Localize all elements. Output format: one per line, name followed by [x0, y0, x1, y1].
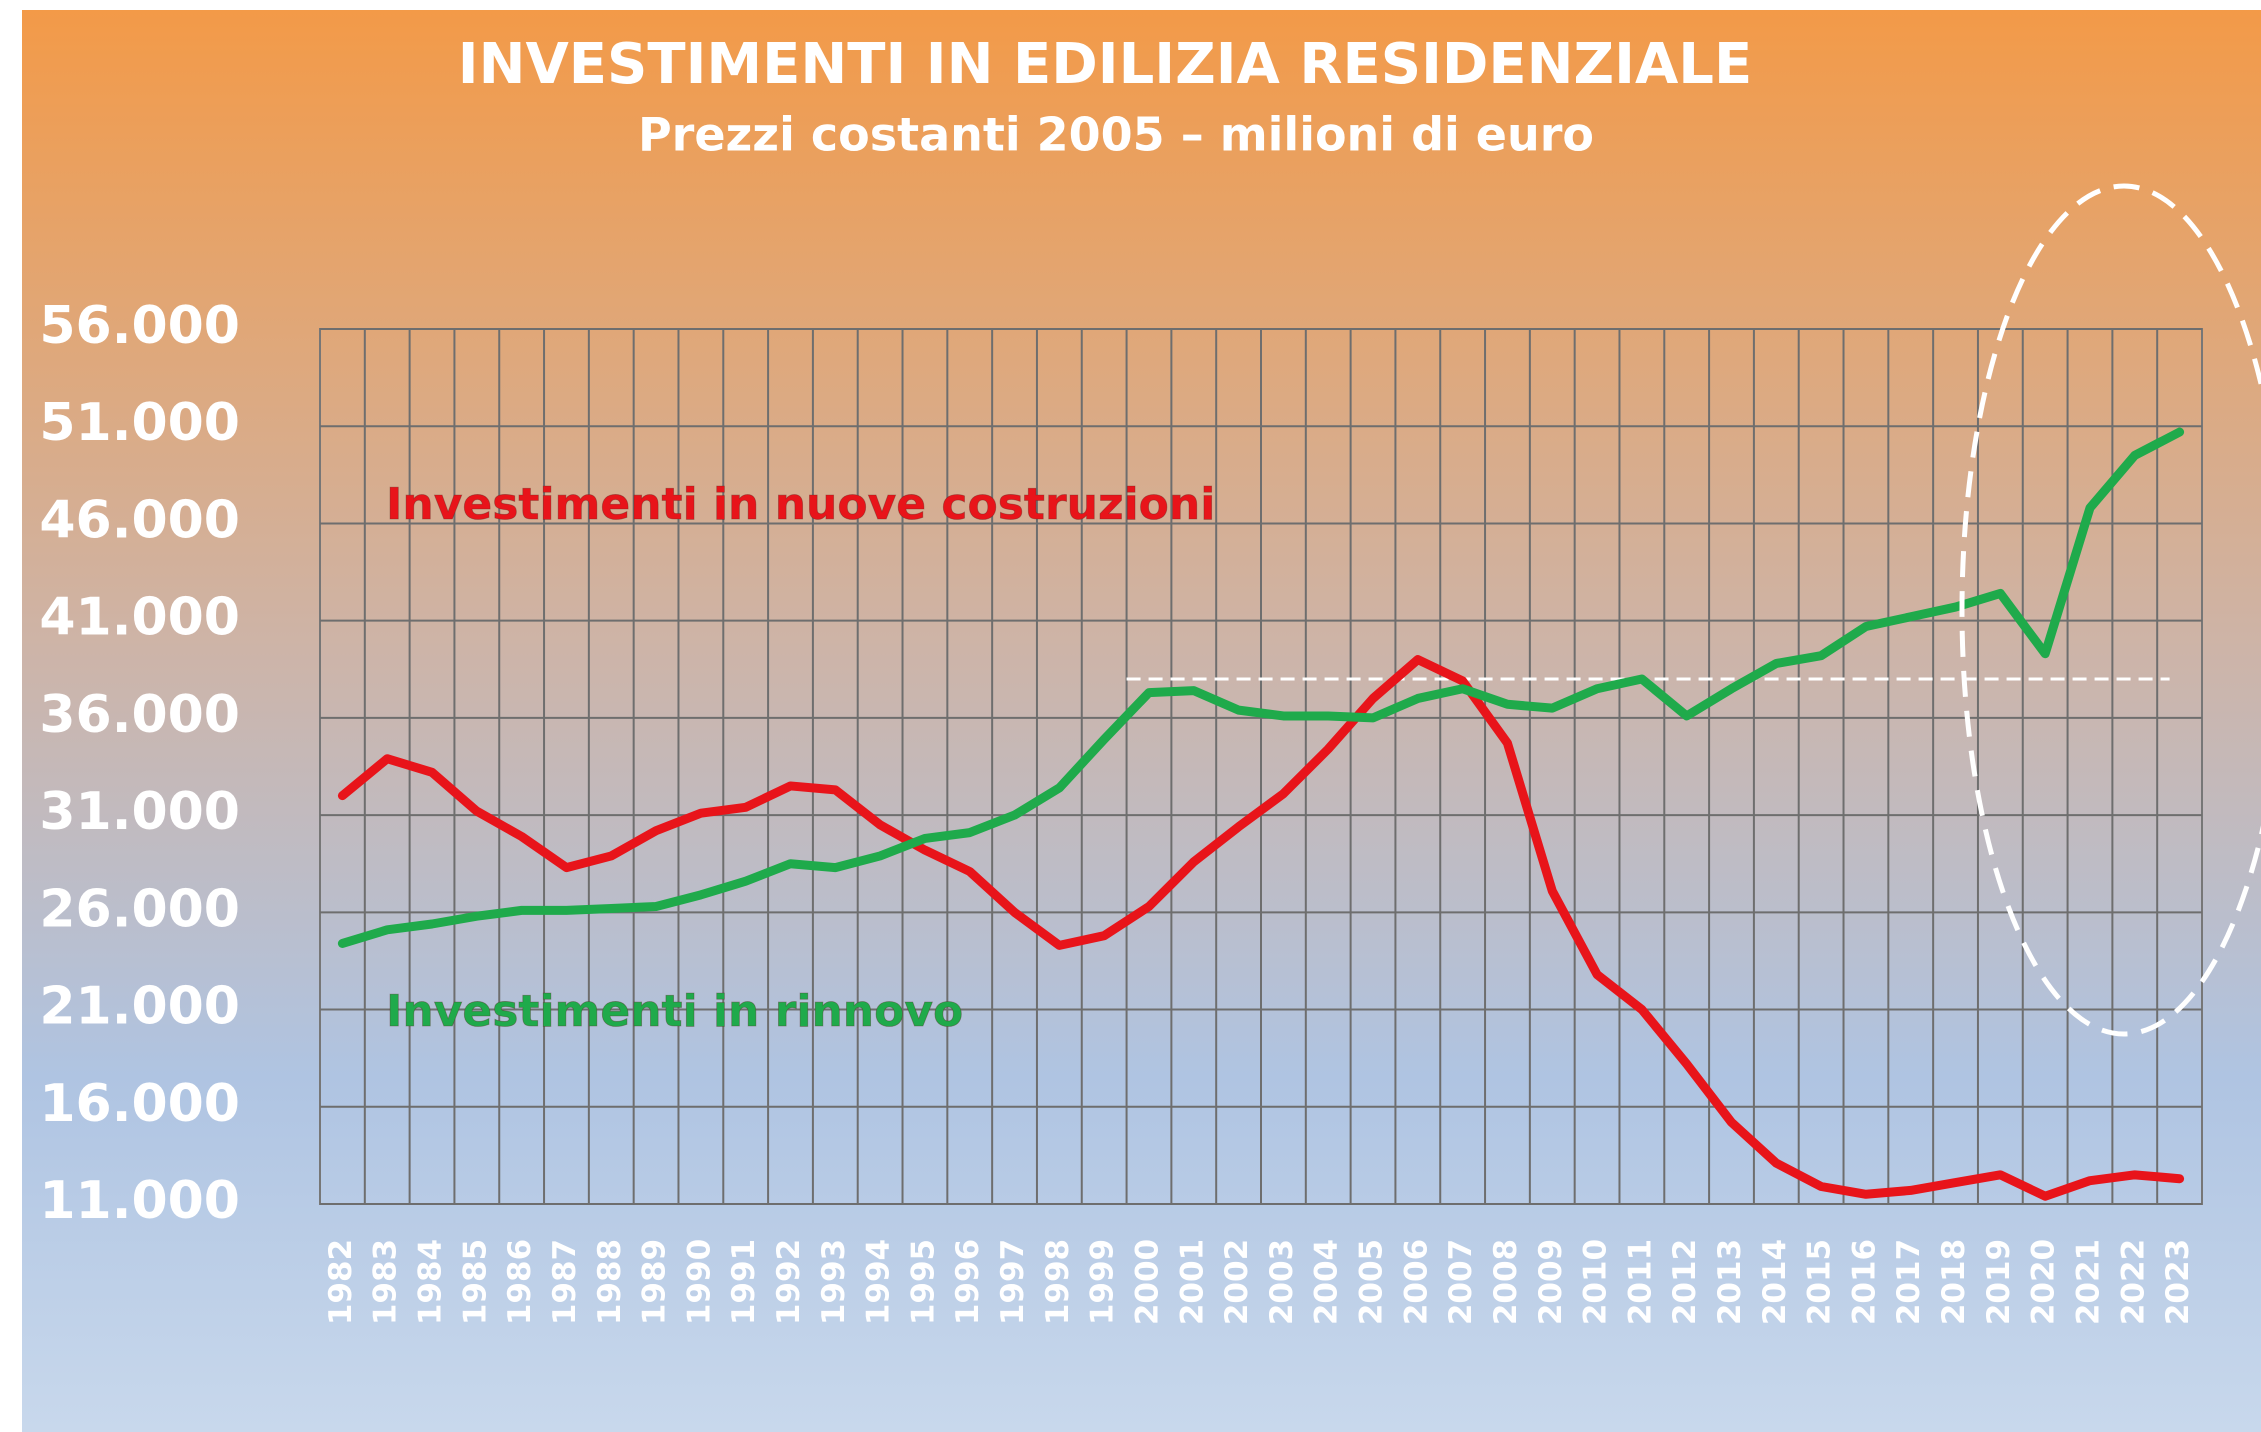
x-tick-label: 1991	[726, 1239, 762, 1325]
y-tick-label: 26.000	[39, 879, 240, 939]
x-tick-label: 2010	[1578, 1239, 1614, 1325]
x-tick-label: 1989	[637, 1239, 673, 1325]
x-tick-label: 2004	[1309, 1239, 1345, 1325]
x-tick-label: 2013	[1712, 1239, 1748, 1325]
x-tick-label: 1986	[502, 1239, 538, 1325]
grid	[319, 328, 2203, 1205]
x-tick-label: 1994	[861, 1239, 897, 1325]
x-tick-label: 1997	[995, 1239, 1031, 1325]
x-tick-label: 2009	[1533, 1239, 1569, 1325]
x-tick-label: 1987	[547, 1239, 583, 1325]
y-tick-label: 36.000	[39, 685, 240, 745]
x-tick-label: 2014	[1757, 1239, 1793, 1325]
highlight-ellipse	[1959, 183, 2261, 1037]
x-tick-label: 2012	[1667, 1239, 1703, 1325]
series-line	[337, 655, 2185, 1201]
x-tick-label: 2017	[1891, 1239, 1927, 1325]
x-tick-label: 2023	[2160, 1239, 2196, 1325]
x-tick-label: 2005	[1354, 1239, 1390, 1325]
x-tick-label: 2011	[1622, 1239, 1658, 1325]
x-tick-label: 1985	[457, 1239, 493, 1325]
series-line	[337, 427, 2185, 948]
series-label: Investimenti in rinnovo	[386, 986, 963, 1037]
background	[22, 10, 2261, 1432]
chart-subtitle: Prezzi costanti 2005 – milioni di euro	[638, 108, 1594, 162]
x-tick-label: 1995	[905, 1239, 941, 1325]
chart-title: INVESTIMENTI IN EDILIZIA RESIDENZIALE	[458, 32, 1752, 97]
x-tick-label: 1996	[950, 1239, 986, 1325]
y-tick-label: 56.000	[39, 296, 240, 356]
x-tick-label: 2022	[2115, 1239, 2151, 1325]
x-tick-label: 1990	[681, 1239, 717, 1325]
x-tick-label: 2015	[1802, 1239, 1838, 1325]
y-tick-label: 21.000	[39, 977, 240, 1037]
x-tick-label: 2008	[1488, 1239, 1524, 1325]
y-tick-label: 16.000	[39, 1074, 240, 1134]
x-tick-label: 1988	[592, 1239, 628, 1325]
x-tick-label: 2003	[1264, 1239, 1300, 1325]
x-tick-label: 1992	[771, 1239, 807, 1325]
x-tick-label: 1982	[323, 1239, 359, 1325]
series-lines	[337, 427, 2185, 1201]
x-tick-label: 2007	[1443, 1239, 1479, 1325]
x-tick-label: 2020	[2026, 1239, 2062, 1325]
x-tick-label: 1998	[1040, 1239, 1076, 1325]
x-tick-label: 2002	[1219, 1239, 1255, 1325]
y-tick-label: 31.000	[39, 782, 240, 842]
y-tick-label: 46.000	[39, 490, 240, 550]
x-tick-label: 2018	[1936, 1239, 1972, 1325]
y-tick-label: 41.000	[39, 588, 240, 648]
x-tick-label: 2006	[1398, 1239, 1434, 1325]
x-tick-label: 1999	[1085, 1239, 1121, 1325]
y-tick-label: 11.000	[39, 1171, 240, 1231]
x-tick-label: 1984	[413, 1239, 449, 1325]
x-tick-label: 2001	[1174, 1239, 1210, 1325]
x-tick-label: 2019	[1981, 1239, 2017, 1325]
y-tick-label: 51.000	[39, 393, 240, 453]
x-tick-label: 2016	[1846, 1239, 1882, 1325]
x-tick-label: 1983	[368, 1239, 404, 1325]
x-tick-label: 2000	[1129, 1239, 1165, 1325]
x-tick-label: 2021	[2070, 1239, 2106, 1325]
series-label: Investimenti in nuove costruzioni	[386, 479, 1215, 530]
x-tick-label: 1993	[816, 1239, 852, 1325]
